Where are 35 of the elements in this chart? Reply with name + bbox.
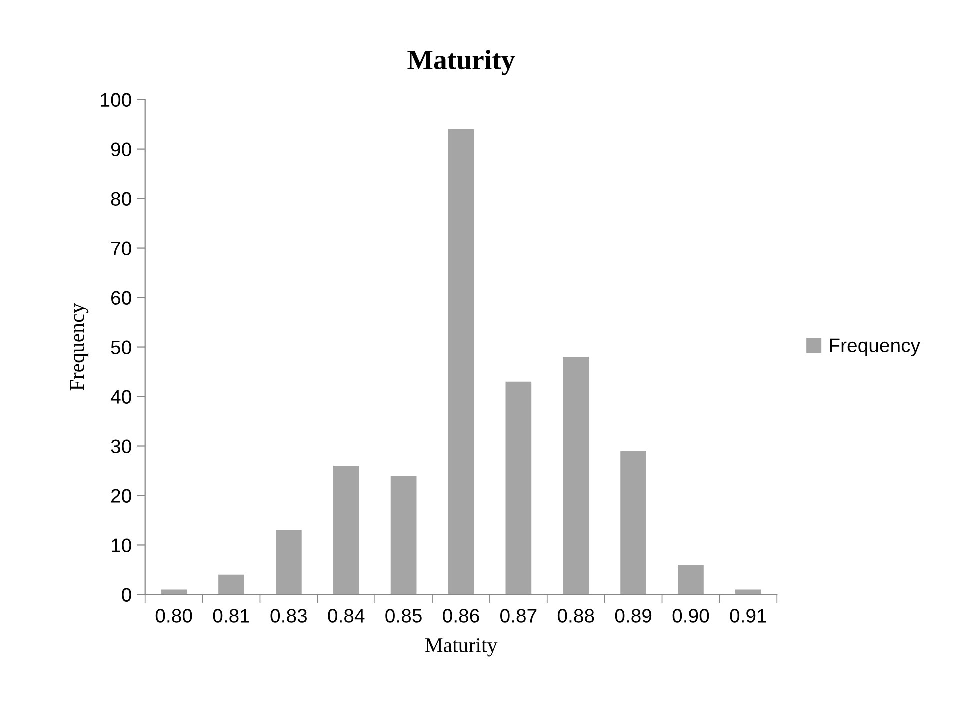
y-tick-label: 60 [112,291,132,306]
chart-title: Maturity [408,50,515,76]
bar [506,382,532,595]
y-tick-label: 70 [112,242,132,256]
x-tick-label: 0.83 [270,609,308,623]
y-tick-label: 40 [110,390,132,404]
y-tick-label: 20 [112,489,132,503]
x-tick-label: 0.90 [672,609,710,623]
x-tick-label: 0.89 [615,609,652,623]
y-tick-label: 90 [111,142,132,157]
y-axis-title: Frequency [70,303,89,391]
x-tick-label: 0.84 [328,609,365,623]
y-tick-label: 10 [112,538,132,552]
bar [448,130,474,595]
y-tick-label: 0 [122,588,132,602]
bar [390,476,417,595]
y-tick-label: 100 [101,93,132,108]
x-tick-label: 0.85 [386,609,422,623]
legend-label: Frequency [830,338,920,356]
y-tick-label: 30 [111,440,132,454]
bar [563,357,590,595]
bar [678,565,704,595]
bar [333,466,360,595]
y-tick-label: 80 [111,192,132,206]
y-tick-label: 50 [111,340,132,355]
x-axis-title: Maturity [425,638,498,657]
bar [276,530,302,595]
bar [620,451,646,595]
x-tick-label: 0.87 [500,609,537,623]
x-tick-label: 0.91 [730,609,766,623]
bar [218,574,244,595]
x-tick-label: 0.81 [213,609,250,623]
x-tick-label: 0.88 [558,609,594,623]
x-tick-label: 0.80 [156,609,192,623]
x-tick-label: 0.86 [443,609,480,623]
